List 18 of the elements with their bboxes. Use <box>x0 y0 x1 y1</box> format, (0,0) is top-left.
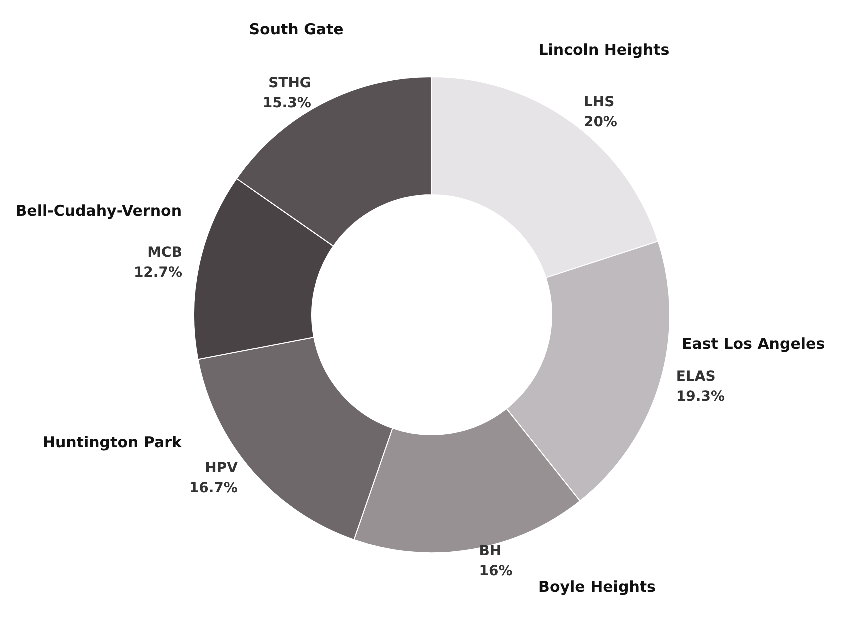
text: South Gate <box>249 20 344 38</box>
slice-label: MCB <box>148 244 183 261</box>
data-label: 16.7% <box>189 480 238 497</box>
text: Lincoln Heights <box>538 41 670 60</box>
data-label: 12.7% <box>134 264 183 281</box>
text: East Los Angeles <box>682 335 826 354</box>
text: Boyle Heights <box>538 578 656 596</box>
data-label: 19.3% <box>676 389 725 406</box>
slice-label: STHG <box>268 75 312 92</box>
slice-label: ELAS <box>676 369 716 386</box>
text: Bell-Cudahy-Vernon <box>16 202 182 220</box>
data-label: 16% <box>479 563 513 580</box>
slice-label: BH <box>479 543 502 560</box>
data-label: 15.3% <box>262 95 312 112</box>
text: Huntington Park <box>42 433 184 452</box>
data-label: 20% <box>584 114 618 131</box>
slice-label: HPV <box>205 460 238 477</box>
slice-label: LHS <box>584 94 615 111</box>
